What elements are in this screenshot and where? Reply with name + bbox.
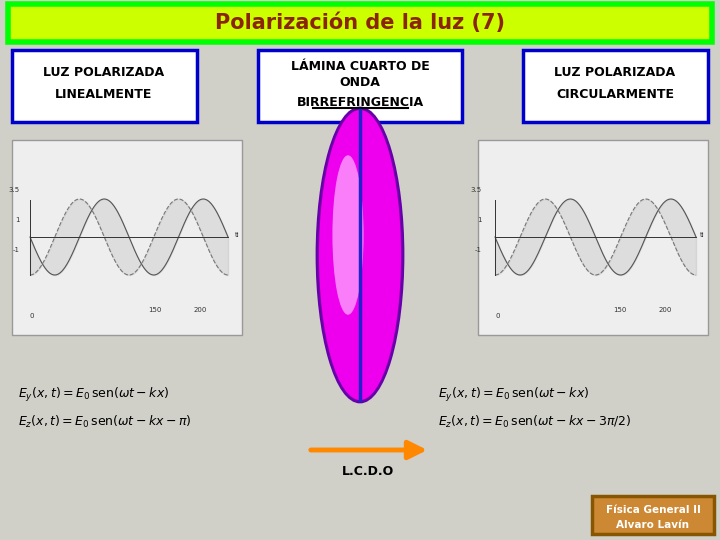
Text: 0: 0 [30,313,35,319]
FancyArrowPatch shape [311,442,422,458]
Text: ONDA: ONDA [340,77,380,90]
Text: LINEALMENTE: LINEALMENTE [55,89,153,102]
Text: 150: 150 [148,307,162,313]
Text: ti: ti [700,232,705,238]
FancyBboxPatch shape [258,50,462,122]
Text: L.C.D.O: L.C.D.O [342,465,394,478]
Text: $E_y(x,t) = E_0\,\mathrm{sen}(\omega t - kx)$: $E_y(x,t) = E_0\,\mathrm{sen}(\omega t -… [18,386,169,404]
Text: 200: 200 [193,307,207,313]
Text: BIRREFRINGENCIA: BIRREFRINGENCIA [297,96,423,109]
Text: 150: 150 [613,307,626,313]
FancyBboxPatch shape [523,50,708,122]
Text: Física General II: Física General II [606,505,701,515]
Ellipse shape [333,156,364,315]
FancyBboxPatch shape [8,4,712,42]
FancyBboxPatch shape [12,50,197,122]
Text: Alvaro Lavín: Alvaro Lavín [616,520,690,530]
Text: -1: -1 [13,247,20,253]
Text: $E_y(x,t) = E_0\,\mathrm{sen}(\omega t - kx)$: $E_y(x,t) = E_0\,\mathrm{sen}(\omega t -… [438,386,589,404]
FancyBboxPatch shape [478,140,708,335]
Text: 0: 0 [495,313,500,319]
Text: Polarización de la luz (7): Polarización de la luz (7) [215,13,505,33]
FancyBboxPatch shape [12,140,242,335]
Ellipse shape [317,108,403,402]
Text: 1: 1 [16,217,20,223]
Text: LUZ POLARIZADA: LUZ POLARIZADA [43,65,165,78]
Text: $E_z(x,t) = E_0\,\mathrm{sen}(\omega t - kx - \pi)$: $E_z(x,t) = E_0\,\mathrm{sen}(\omega t -… [18,414,192,430]
Ellipse shape [319,110,401,400]
Text: ti: ti [235,232,240,238]
FancyBboxPatch shape [592,496,714,534]
Text: 200: 200 [658,307,672,313]
Text: 3.5: 3.5 [471,187,482,193]
Text: 3.5: 3.5 [9,187,20,193]
Text: 1: 1 [477,217,482,223]
Text: CIRCULARMENTE: CIRCULARMENTE [556,89,674,102]
Text: -1: -1 [475,247,482,253]
Text: $E_z(x,t) = E_0\,\mathrm{sen}(\omega t - kx - 3\pi/2)$: $E_z(x,t) = E_0\,\mathrm{sen}(\omega t -… [438,414,631,430]
Text: LUZ POLARIZADA: LUZ POLARIZADA [554,65,675,78]
Text: LÁMINA CUARTO DE: LÁMINA CUARTO DE [291,59,429,72]
